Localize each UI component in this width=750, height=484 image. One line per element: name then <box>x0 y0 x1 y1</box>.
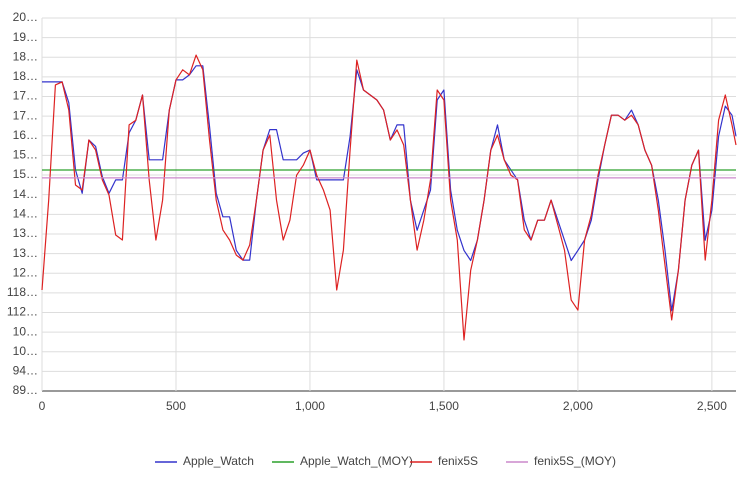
y-tick-label: 16… <box>13 128 38 142</box>
legend-label: fenix5S_(MOY) <box>534 454 616 468</box>
y-tick-label: 17… <box>13 108 38 122</box>
legend-label: Apple_Watch <box>183 454 254 468</box>
x-tick-label: 2,000 <box>563 399 593 413</box>
y-tick-label: 112… <box>7 305 38 319</box>
y-tick-label: 20… <box>13 10 38 24</box>
x-tick-label: 1,500 <box>429 399 459 413</box>
y-tick-label: 18… <box>13 49 38 63</box>
y-tick-label: 13… <box>13 226 38 240</box>
x-tick-label: 1,000 <box>295 399 325 413</box>
y-tick-label: 15… <box>13 148 38 162</box>
y-tick-label: 17… <box>13 89 38 103</box>
y-tick-label: 14… <box>13 206 38 220</box>
x-tick-label: 0 <box>39 399 46 413</box>
data-line <box>41 54 737 341</box>
y-tick-label: 10… <box>13 324 38 338</box>
x-tick-label: 2,500 <box>697 399 727 413</box>
y-tick-label: 15… <box>13 167 38 181</box>
y-tick-label: 10… <box>13 344 38 358</box>
y-tick-label: 94… <box>13 364 38 378</box>
y-tick-label: 18… <box>13 69 38 83</box>
y-tick-label: 12… <box>13 265 38 279</box>
y-tick-label: 118… <box>7 285 38 299</box>
data-line <box>42 65 737 312</box>
legend-label: fenix5S <box>438 454 478 468</box>
y-tick-label: 89… <box>13 383 38 397</box>
y-tick-label: 14… <box>13 187 38 201</box>
y-tick-label: 19… <box>13 30 38 44</box>
y-tick-label: 13… <box>13 246 38 260</box>
legend-label: Apple_Watch_(MOY) <box>300 454 413 468</box>
x-tick-label: 500 <box>166 399 186 413</box>
